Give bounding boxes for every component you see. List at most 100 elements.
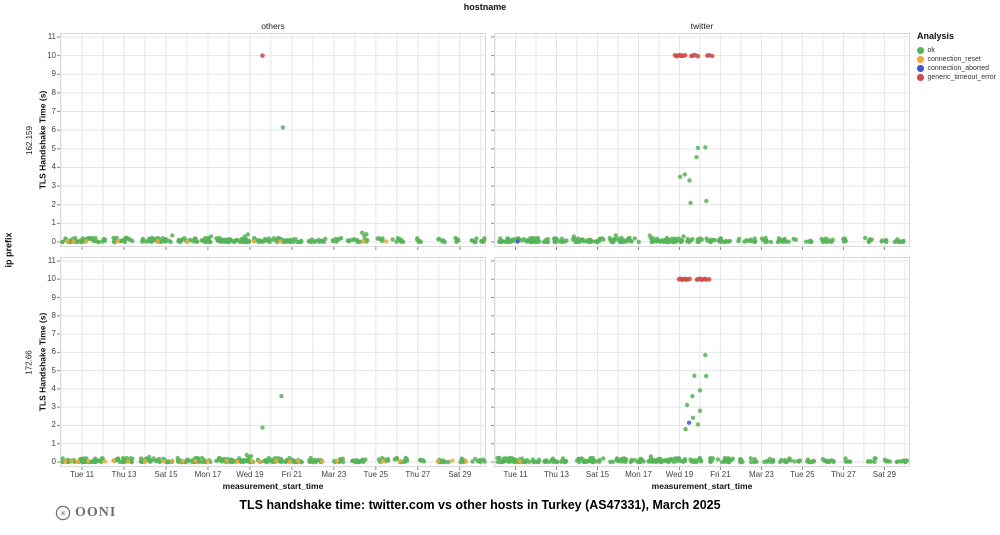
point-ok xyxy=(679,238,685,243)
point-connection-reset xyxy=(463,459,469,464)
x-tick-label: Sat 29 xyxy=(872,470,896,479)
point-ok xyxy=(157,459,163,465)
point-ok xyxy=(294,239,300,245)
point-ok xyxy=(827,459,832,465)
ooni-flower-icon: ✳ xyxy=(55,505,71,521)
point-ok xyxy=(576,456,581,462)
point-connection-reset xyxy=(75,459,80,464)
point-ok xyxy=(687,178,692,183)
point-ok xyxy=(883,238,888,244)
point-ok xyxy=(866,238,872,244)
panel-plot-area xyxy=(491,33,910,250)
svg-text:✳: ✳ xyxy=(60,509,67,518)
legend-item-connection-aborted: connection_aborted xyxy=(917,65,999,72)
legend-swatch-connection-aborted-icon xyxy=(917,65,924,72)
x-tick-label: Tue 25 xyxy=(363,470,389,479)
point-ok xyxy=(138,459,143,464)
y-tick-label: 10 xyxy=(47,274,56,284)
point-ok xyxy=(222,237,227,242)
x-tick-label: Thu 27 xyxy=(405,470,431,479)
point-ok xyxy=(260,239,265,244)
point-ok xyxy=(176,459,181,464)
point-ok xyxy=(775,239,781,245)
point-ok xyxy=(397,237,402,242)
point-connection-reset xyxy=(205,459,211,464)
point-connection-reset xyxy=(224,458,229,463)
point-ok xyxy=(98,459,104,465)
point-ok xyxy=(695,422,701,427)
point-connection-reset xyxy=(115,239,120,244)
point-ok xyxy=(704,198,709,204)
chart-title: TLS handshake time: twitter.com vs other… xyxy=(239,498,721,512)
point-ok xyxy=(880,238,885,243)
point-ok xyxy=(263,459,268,464)
point-ok xyxy=(482,459,487,464)
y-tick-label: 11 xyxy=(47,256,56,265)
point-ok xyxy=(208,239,213,245)
x-tick-label: Wed 19 xyxy=(236,470,264,479)
point-ok xyxy=(901,238,906,243)
point-ok xyxy=(340,456,345,461)
point-generic-timeout-error xyxy=(682,53,688,58)
point-ok xyxy=(238,459,243,464)
point-ok xyxy=(341,459,346,465)
point-ok xyxy=(101,237,106,242)
point-ok xyxy=(364,232,369,237)
facet-title-twitter: twitter xyxy=(690,21,714,31)
y-tick-label: 6 xyxy=(51,125,56,135)
point-ok xyxy=(149,239,154,244)
point-ok xyxy=(823,236,828,241)
point-ok xyxy=(375,236,380,241)
point-ok xyxy=(416,239,421,244)
point-ok xyxy=(894,459,899,465)
point-ok xyxy=(498,236,503,241)
point-ok xyxy=(768,239,774,245)
ooni-logo: ✳ OONI xyxy=(55,505,116,521)
panel-others-172-66 xyxy=(57,257,487,470)
point-ok xyxy=(697,408,703,413)
point-ok xyxy=(545,239,551,245)
point-ok xyxy=(664,238,669,244)
point-ok xyxy=(400,239,406,245)
point-ok xyxy=(571,234,577,239)
point-ok xyxy=(720,239,725,244)
point-ok xyxy=(690,237,695,242)
point-ok xyxy=(831,459,836,464)
point-ok xyxy=(658,458,664,463)
point-ok xyxy=(482,238,487,243)
point-ok xyxy=(654,238,659,243)
point-ok xyxy=(793,237,798,242)
point-ok xyxy=(654,459,659,464)
point-ok xyxy=(866,459,871,464)
point-ok xyxy=(495,455,500,461)
point-ok xyxy=(266,455,271,461)
point-ok xyxy=(252,235,257,241)
y-axis-title-bottom: TLS Handshake Time (s) xyxy=(37,312,48,412)
point-ok xyxy=(670,236,675,241)
point-ok xyxy=(559,459,564,464)
y-tick-label: 1 xyxy=(51,438,56,448)
point-ok xyxy=(166,238,172,243)
point-ok xyxy=(690,394,695,399)
x-tick-label: Thu 27 xyxy=(830,470,856,479)
point-ok xyxy=(459,459,465,464)
point-ok xyxy=(658,239,663,244)
point-connection-reset xyxy=(184,239,190,244)
point-ok xyxy=(846,459,852,464)
point-ok xyxy=(288,239,293,244)
point-ok xyxy=(216,455,222,461)
point-ok xyxy=(385,456,391,462)
legend: Analysis ok connection_reset connection_… xyxy=(917,31,999,83)
point-ok xyxy=(674,239,679,244)
point-ok xyxy=(453,235,458,241)
point-ok xyxy=(531,459,536,465)
point-ok xyxy=(737,457,743,462)
point-connection-reset xyxy=(63,459,68,464)
x-tick-label: Sat 29 xyxy=(448,470,472,479)
point-ok xyxy=(681,234,686,239)
point-ok xyxy=(140,237,145,243)
point-ok xyxy=(130,238,135,244)
point-ok xyxy=(553,238,558,243)
point-ok xyxy=(608,238,613,243)
